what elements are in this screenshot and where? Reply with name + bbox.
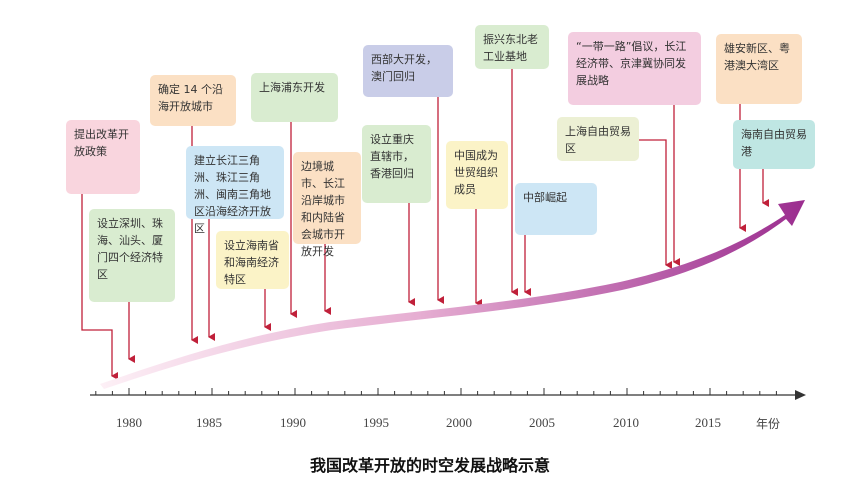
event-box-e9: 设立重庆直辖市，香港回归	[362, 125, 431, 203]
event-box-e5: 设立海南省和海南经济特区	[216, 231, 289, 289]
axis-unit-label: 年份	[755, 417, 780, 431]
event-box-e11: 振兴东北老工业基地	[475, 25, 549, 69]
event-box-e14: 上海自由贸易区	[557, 117, 639, 161]
event-box-e16: 海南自由贸易港	[733, 120, 815, 169]
tick-label-2015: 2015	[695, 415, 721, 430]
tick-label-1980: 1980	[116, 415, 142, 430]
event-text: “一带一路”倡议，长江经济带、京津冀协同发展战略	[576, 40, 687, 87]
event-box-e3: 确定 14 个沿海开放城市	[150, 75, 236, 126]
event-text: 振兴东北老工业基地	[483, 33, 538, 63]
development-trend-arrow	[100, 200, 805, 389]
tick-label-1985: 1985	[196, 415, 222, 430]
event-box-e7: 边境城市、长江沿岸城市和内陆省会城市开放开发	[293, 152, 361, 258]
event-box-e15: 雄安新区、粤港澳大湾区	[716, 34, 802, 104]
event-text: 上海浦东开发	[259, 81, 325, 94]
event-text: 西部大开发，澳门回归	[371, 53, 437, 83]
connector-e14	[639, 139, 672, 269]
event-text: 中国成为世贸组织成员	[454, 149, 498, 196]
tick-label-1995: 1995	[363, 415, 389, 430]
event-text: 设立海南省和海南经济特区	[224, 239, 279, 286]
figure-caption: 我国改革开放的时空发展战略示意	[309, 456, 550, 475]
event-text: 建立长江三角洲、珠江三角洲、闽南三角地区沿海经济开放区	[194, 154, 271, 235]
event-box-e13: “一带一路”倡议，长江经济带、京津冀协同发展战略	[568, 32, 701, 105]
event-box-e6: 上海浦东开发	[251, 73, 338, 122]
event-text: 海南自由贸易港	[741, 128, 807, 158]
tick-label-1990: 1990	[280, 415, 306, 430]
time-axis	[90, 388, 806, 400]
event-box-e8: 西部大开发，澳门回归	[363, 45, 453, 97]
event-box-e10: 中国成为世贸组织成员	[446, 141, 508, 209]
event-text: 确定 14 个沿海开放城市	[158, 83, 223, 113]
event-box-e4: 建立长江三角洲、珠江三角洲、闽南三角地区沿海经济开放区	[186, 146, 284, 235]
tick-label-2010: 2010	[613, 415, 639, 430]
tick-label-2005: 2005	[529, 415, 555, 430]
event-box-e1: 提出改革开放政策	[66, 120, 140, 194]
event-box-e2: 设立深圳、珠海、汕头、厦门四个经济特区	[89, 209, 175, 302]
event-text: 提出改革开放政策	[74, 128, 129, 158]
tick-label-2000: 2000	[446, 415, 472, 430]
event-text: 中部崛起	[523, 191, 567, 204]
event-box-e12: 中部崛起	[515, 183, 597, 235]
event-text: 设立重庆直辖市，香港回归	[370, 133, 414, 180]
event-text: 上海自由贸易区	[565, 125, 631, 155]
event-text: 边境城市、长江沿岸城市和内陆省会城市开放开发	[301, 160, 345, 258]
event-text: 设立深圳、珠海、汕头、厦门四个经济特区	[97, 217, 163, 281]
event-text: 雄安新区、粤港澳大湾区	[724, 42, 790, 72]
connector-e1	[81, 194, 118, 380]
